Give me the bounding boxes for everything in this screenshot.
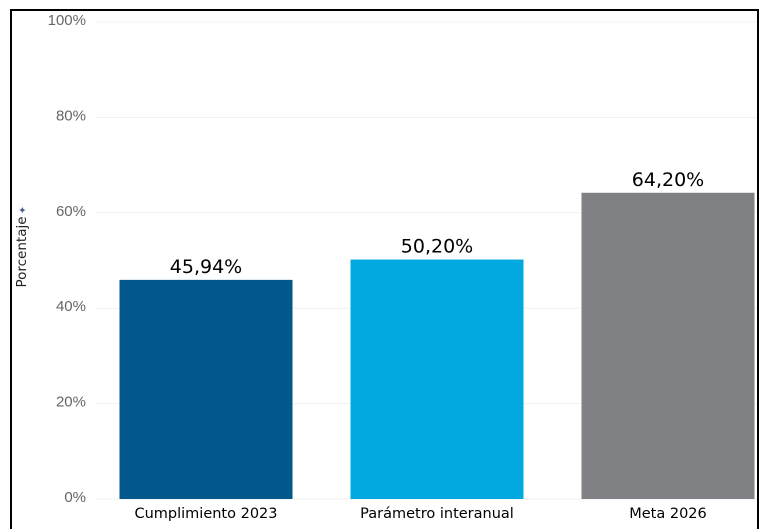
- y-axis-label: Porcentaje: [14, 216, 30, 287]
- data-label: 64,20%: [632, 169, 704, 191]
- data-label: 45,94%: [170, 256, 242, 278]
- y-axis-title: Porcentaje ✦: [14, 206, 30, 288]
- bar: [581, 192, 755, 500]
- bar: [350, 259, 524, 499]
- x-tick-label: Parámetro interanual: [360, 506, 514, 521]
- y-axis-ticks: 0% 20% 40% 60% 80% 100%: [48, 12, 86, 506]
- sort-icon[interactable]: ✦: [18, 206, 29, 214]
- x-tick-label: Meta 2026: [629, 506, 707, 521]
- value-labels: 45,94% 50,20% 64,20%: [170, 169, 704, 278]
- data-label: 50,20%: [401, 236, 473, 258]
- y-tick-label: 0%: [64, 489, 86, 506]
- bar: [119, 279, 293, 499]
- category-labels: Cumplimiento 2023 Parámetro interanual Met…: [134, 506, 706, 521]
- y-tick-label: 20%: [56, 394, 86, 411]
- y-tick-label: 60%: [56, 203, 86, 220]
- y-tick-label: 40%: [56, 298, 86, 315]
- x-tick-label: Cumplimiento 2023: [134, 506, 277, 521]
- bars: [119, 192, 755, 500]
- y-tick-label: 80%: [56, 107, 86, 124]
- y-tick-label: 100%: [48, 12, 86, 29]
